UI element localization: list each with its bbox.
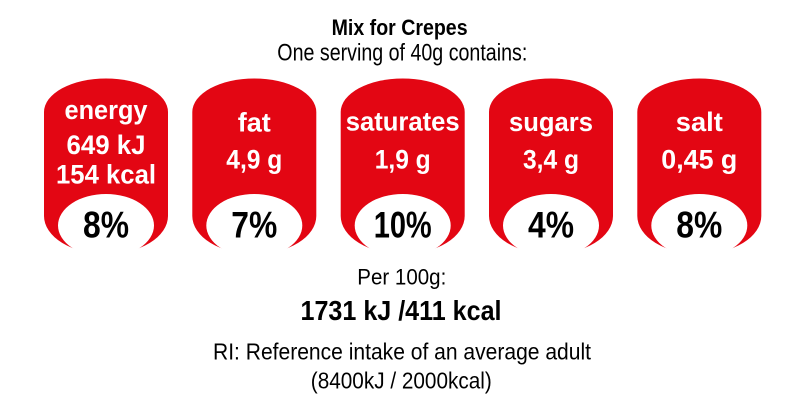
svg-text:saturates: saturates [346, 107, 460, 137]
svg-text:7%: 7% [231, 205, 277, 246]
svg-text:154 kcal: 154 kcal [56, 160, 156, 190]
svg-text:Per 100g:: Per 100g: [357, 265, 446, 290]
svg-text:10%: 10% [374, 205, 432, 246]
svg-text:8%: 8% [83, 205, 129, 246]
svg-text:energy: energy [65, 95, 148, 125]
svg-text:1731 kJ /411 kcal: 1731 kJ /411 kcal [301, 295, 502, 326]
svg-text:Mix for Crepes: Mix for Crepes [332, 15, 468, 40]
svg-text:(8400kJ / 2000kcal): (8400kJ / 2000kcal) [311, 368, 492, 394]
svg-text:0,45 g: 0,45 g [661, 145, 737, 175]
svg-text:3,4 g: 3,4 g [523, 145, 579, 175]
svg-text:1,9 g: 1,9 g [375, 145, 431, 175]
svg-text:8%: 8% [676, 205, 722, 246]
svg-text:649 kJ: 649 kJ [67, 130, 146, 160]
svg-text:RI: Reference intake of an ave: RI: Reference intake of an average adult [213, 338, 591, 364]
svg-text:4,9 g: 4,9 g [226, 145, 282, 175]
svg-text:4%: 4% [528, 205, 574, 246]
svg-text:sugars: sugars [509, 107, 593, 137]
svg-text:fat: fat [238, 107, 271, 137]
svg-text:salt: salt [676, 107, 723, 137]
svg-text:One serving of 40g contains:: One serving of 40g contains: [277, 40, 527, 67]
